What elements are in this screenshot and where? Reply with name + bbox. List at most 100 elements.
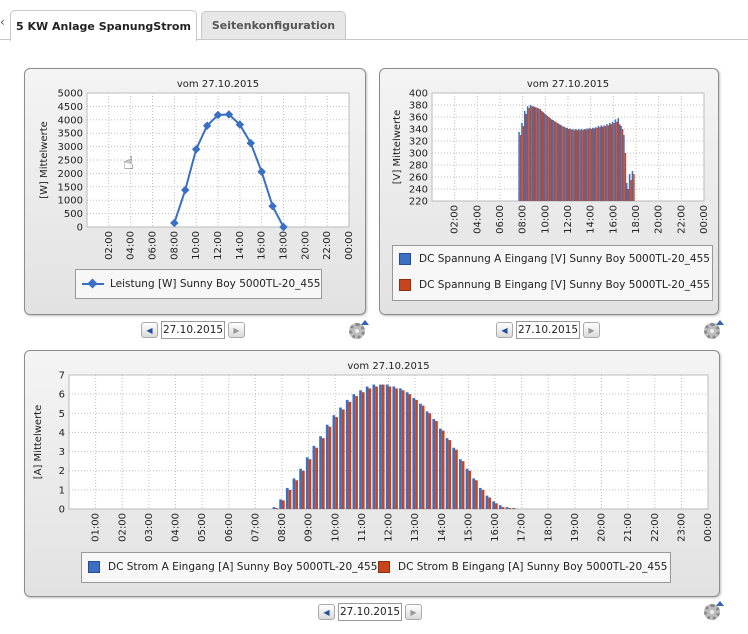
power-chart-panel: vom 27.10.2015 [W] Mittelwerte 0 500 1000 150… [24, 68, 366, 315]
series-a-bar [558, 123, 560, 201]
voltage-next-date-button[interactable]: ▶ [583, 322, 600, 338]
x-tick-label: 02:00 [117, 513, 128, 542]
series-b-bar [568, 129, 570, 201]
series-a-bar [586, 128, 588, 201]
series-a-bar [535, 107, 537, 201]
tab-seitenkonfiguration[interactable]: Seitenkonfiguration [201, 11, 346, 39]
series-a-bar [498, 505, 502, 509]
power-data-point [268, 201, 277, 211]
series-b-bar [508, 508, 512, 509]
x-tick-label: 08:00 [169, 231, 180, 260]
series-a-bar [385, 384, 389, 509]
series-a-bar [512, 508, 515, 509]
y-tick-label: 0 [77, 223, 83, 234]
tab-bar: ‹ 5 KW Anlage SpanungStrom Seitenkonfigu… [0, 0, 748, 41]
tab-anlage[interactable]: 5 KW Anlage SpanungStrom [10, 10, 197, 41]
x-tick-label: 13:00 [410, 513, 421, 542]
x-tick-label: 01:00 [91, 513, 102, 542]
series-b-bar [308, 459, 312, 509]
current-prev-date-button[interactable]: ◀ [318, 604, 335, 620]
chart-title: vom 27.10.2015 [527, 79, 609, 90]
series-b-bar [401, 390, 405, 509]
x-tick-label: 16:00 [608, 205, 619, 234]
y-tick-label: 1000 [58, 196, 83, 207]
series-a-bar [458, 459, 462, 509]
series-b-bar [576, 130, 578, 201]
series-a-bar [589, 127, 591, 201]
series-a-bar [365, 386, 369, 509]
series-a-bar [452, 447, 456, 509]
current-settings-arrow-icon [716, 601, 724, 606]
x-tick-label: 03:00 [144, 513, 155, 542]
series-b-bar [282, 500, 285, 509]
series-a-bar [620, 126, 622, 201]
x-tick-label: 18:00 [631, 205, 642, 234]
series-a-bar [526, 106, 529, 201]
current-legend-a: DC Strom A Eingang [A] Sunny Boy 5000TL-… [108, 561, 378, 573]
power-date-field[interactable]: 27.10.2015 [161, 321, 225, 339]
y-tick-label: 3 [59, 447, 65, 458]
x-tick-label: 08:00 [518, 205, 529, 234]
y-tick-label: 1 [59, 485, 65, 496]
series-b-bar [301, 470, 305, 509]
series-b-bar [573, 130, 576, 201]
y-tick-label: 240 [409, 185, 428, 196]
series-b-bar [421, 405, 425, 509]
series-b-bar [599, 127, 601, 201]
voltage-prev-date-button[interactable]: ◀ [496, 322, 513, 338]
voltage-chart-panel: vom 27.10.2015 [V] Mittelwerte 220 240 260 28… [379, 68, 719, 315]
line-marker-icon [82, 278, 104, 290]
x-tick-label: 14:00 [235, 231, 246, 260]
power-settings-gear-icon[interactable] [349, 323, 365, 339]
series-b-bar [633, 174, 635, 201]
series-b-bar [596, 127, 598, 201]
current-next-date-button[interactable]: ▶ [405, 604, 422, 620]
series-b-bar [630, 180, 632, 201]
series-a-bar [572, 129, 574, 201]
voltage-date-field[interactable]: 27.10.2015 [516, 321, 580, 339]
series-a-bar [532, 106, 534, 201]
x-tick-label: 10:00 [191, 231, 202, 260]
series-a-bar [419, 403, 422, 509]
series-a-bar [555, 121, 557, 201]
x-tick-label: 14:00 [586, 205, 597, 234]
series-b-bar [565, 127, 567, 201]
power-data-point [257, 167, 266, 177]
x-tick-label: 18:00 [279, 231, 290, 260]
y-tick-label: 500 [64, 209, 83, 220]
series-b-bar [607, 125, 610, 201]
x-tick-label: 22:00 [322, 231, 333, 260]
series-a-bar [541, 111, 543, 201]
series-b-swatch-icon [399, 279, 411, 291]
voltage-settings-gear-icon[interactable] [704, 323, 720, 339]
x-tick-label: 20:00 [597, 513, 608, 542]
series-b-bar [585, 129, 587, 201]
x-tick-label: 06:00 [148, 231, 159, 260]
series-a-bar [332, 415, 336, 509]
power-prev-date-button[interactable]: ◀ [141, 322, 158, 338]
x-tick-label: 22:00 [650, 513, 661, 542]
x-tick-label: 12:00 [384, 513, 395, 542]
x-tick-label: 12:00 [213, 231, 224, 260]
power-next-date-button[interactable]: ▶ [228, 322, 245, 338]
back-arrow-icon[interactable]: ‹ [0, 15, 5, 29]
x-tick-label: 02:00 [450, 205, 461, 234]
power-data-point [181, 185, 190, 195]
power-settings-arrow-icon [361, 320, 369, 325]
x-tick-label: 16:00 [490, 513, 501, 542]
voltage-chart: vom 27.10.2015 [V] Mittelwerte 22024026028… [392, 79, 710, 234]
y-tick-label: 320 [409, 137, 428, 148]
current-date-field[interactable]: 27.10.2015 [338, 603, 402, 621]
x-tick-label: 05:00 [197, 513, 208, 542]
y-tick-label: 400 [409, 89, 428, 100]
y-tick-label: 220 [409, 197, 428, 208]
series-b-bar [627, 189, 629, 201]
series-b-bar [551, 119, 553, 201]
current-settings-gear-icon[interactable] [704, 604, 720, 620]
series-a-bar [372, 384, 376, 509]
series-b-bar [536, 108, 539, 201]
power-data-point [213, 110, 223, 120]
series-a-bar [606, 124, 608, 201]
series-b-bar [428, 413, 432, 509]
series-b-bar [321, 438, 325, 509]
